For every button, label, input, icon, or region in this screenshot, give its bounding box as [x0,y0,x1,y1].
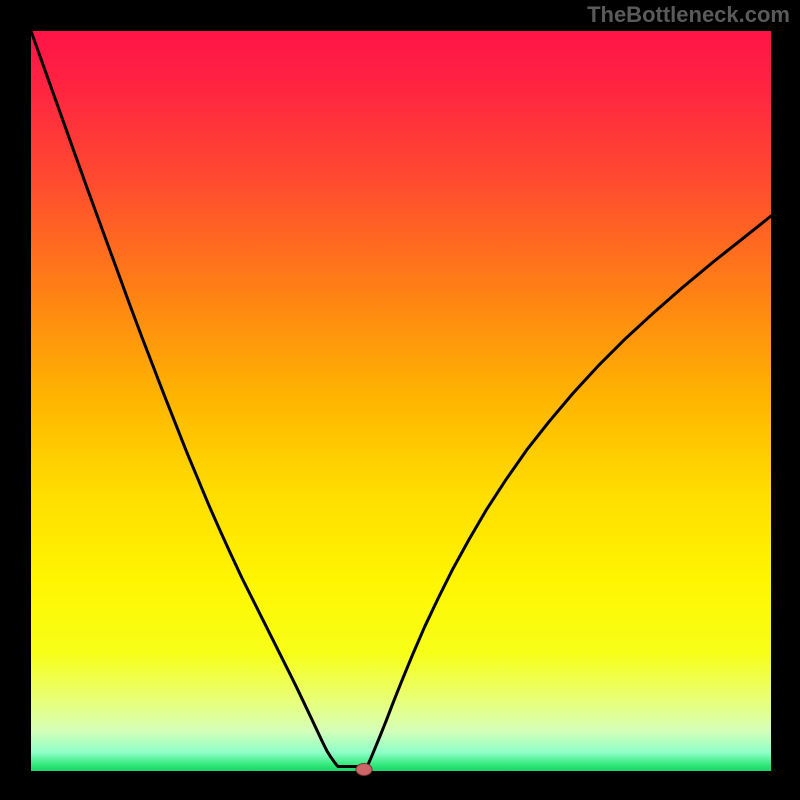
bottleneck-curve-chart [0,0,800,800]
gradient-background [31,31,771,771]
chart-container: TheBottleneck.com [0,0,800,800]
optimal-point-marker [356,764,372,776]
watermark-text: TheBottleneck.com [587,2,790,28]
